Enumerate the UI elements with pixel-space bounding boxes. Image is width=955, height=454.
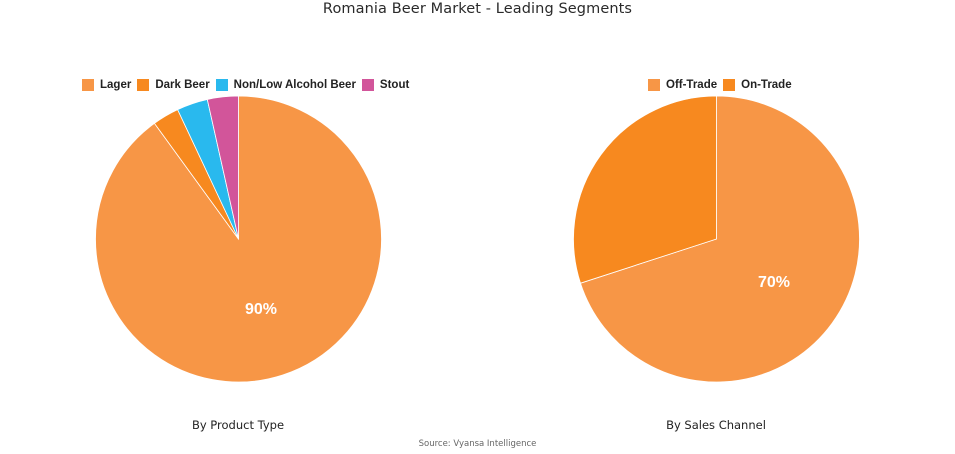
lager-swatch-icon bbox=[82, 79, 94, 91]
off-trade-swatch-icon bbox=[648, 79, 660, 91]
stout-swatch-icon bbox=[361, 79, 374, 91]
sales-channel-legend: Off-Trade On-Trade bbox=[648, 79, 798, 91]
non-low-alcohol-swatch-icon bbox=[215, 79, 228, 91]
chart-title: Romania Beer Market - Leading Segments bbox=[322, 1, 633, 17]
off-trade-percent-label: 70% bbox=[758, 274, 790, 291]
product-type-pie bbox=[95, 95, 382, 383]
product-type-subtitle: By Product Type bbox=[191, 418, 285, 432]
on-trade-swatch-icon bbox=[723, 79, 736, 91]
dark-beer-swatch-icon bbox=[137, 79, 150, 91]
sales-channel-subtitle: By Sales Channel bbox=[666, 418, 766, 432]
pie-slice-stout[interactable] bbox=[206, 95, 239, 240]
lager-percent-label: 90% bbox=[245, 301, 277, 318]
pie-slice-off-trade[interactable] bbox=[579, 95, 860, 383]
pie-slice-on-trade[interactable] bbox=[573, 95, 717, 284]
legend-label: Stout bbox=[379, 79, 410, 91]
legend-item-stout[interactable]: Stout bbox=[361, 79, 410, 91]
legend-item-lager[interactable]: Lager bbox=[82, 79, 131, 91]
legend-item-on-trade[interactable]: On-Trade bbox=[723, 79, 792, 91]
legend-label: On-Trade bbox=[741, 79, 792, 91]
product-type-legend: Lager Dark Beer Non/Low Alcohol Beer Sto… bbox=[82, 79, 415, 91]
legend-label: Dark Beer bbox=[155, 79, 210, 91]
legend-label: Off-Trade bbox=[666, 79, 718, 91]
sales-channel-pie bbox=[573, 95, 860, 383]
legend-item-non-low-alcohol[interactable]: Non/Low Alcohol Beer bbox=[215, 79, 356, 91]
legend-label: Lager bbox=[100, 79, 132, 91]
legend-item-dark-beer[interactable]: Dark Beer bbox=[137, 79, 210, 91]
legend-item-off-trade[interactable]: Off-Trade bbox=[648, 79, 717, 91]
source-note: Source: Vyansa Intelligence bbox=[418, 439, 537, 449]
legend-label: Non/Low Alcohol Beer bbox=[233, 79, 356, 91]
